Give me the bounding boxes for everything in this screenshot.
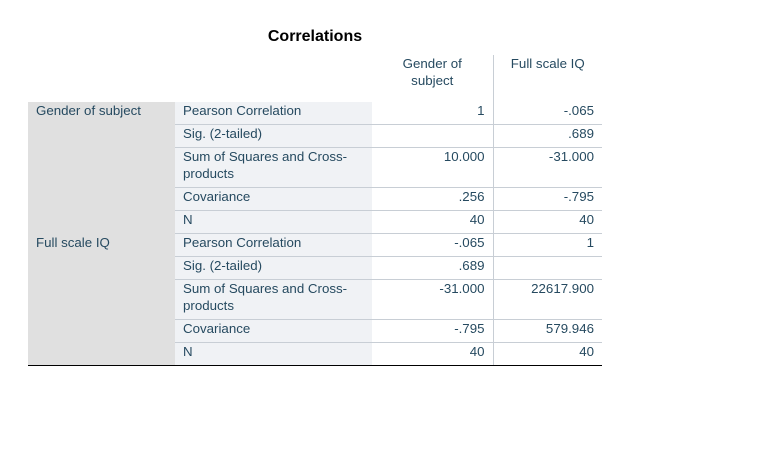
value-cell: .689 (372, 256, 493, 280)
table-row: Covariance -.795 579.946 (28, 319, 602, 343)
column-header-row: Gender of subject Full scale IQ (28, 55, 602, 102)
value-cell: 40 (492, 342, 602, 366)
stat-label: Covariance (175, 187, 372, 211)
table-title: Correlations (267, 28, 363, 45)
column-header-gender: Gender of subject (372, 55, 493, 102)
table-row: N 40 40 (28, 210, 602, 234)
value-cell: 1 (492, 233, 602, 257)
value-cell: 40 (372, 210, 493, 234)
table-row: Sig. (2-tailed) .689 (28, 256, 602, 280)
value-cell: .256 (372, 187, 493, 211)
value-cell: -.065 (372, 233, 493, 257)
stat-label: Sum of Squares and Cross-products (175, 147, 372, 188)
value-cell: 1 (372, 102, 493, 125)
value-cell: -.795 (372, 319, 493, 343)
corner-cell (28, 55, 175, 102)
value-cell: -.065 (492, 102, 602, 125)
value-cell: 40 (372, 342, 493, 366)
table-row: Sig. (2-tailed) .689 (28, 124, 602, 148)
stat-label: Sum of Squares and Cross-products (175, 279, 372, 320)
value-cell (492, 256, 602, 280)
value-cell: 579.946 (492, 319, 602, 343)
stat-label: Sig. (2-tailed) (175, 256, 372, 280)
table-row: N 40 40 (28, 342, 602, 366)
stat-label: N (175, 210, 372, 234)
table-row: Full scale IQ Pearson Correlation -.065 … (28, 233, 602, 366)
stat-label: Sig. (2-tailed) (175, 124, 372, 148)
value-cell: 22617.900 (492, 279, 602, 320)
corner-cell (175, 55, 372, 102)
value-cell: -31.000 (372, 279, 493, 320)
column-header-iq: Full scale IQ (492, 55, 602, 102)
value-cell: 10.000 (372, 147, 493, 188)
correlations-table: Gender of subject Full scale IQ Gender o… (28, 55, 602, 366)
value-cell: 40 (492, 210, 602, 234)
stat-label: N (175, 342, 372, 366)
stat-label: Covariance (175, 319, 372, 343)
value-cell (372, 124, 493, 148)
value-cell: -31.000 (492, 147, 602, 188)
table-row: Gender of subject Pearson Correlation 1 … (28, 102, 602, 234)
row-group-label-gender: Gender of subject (28, 102, 175, 234)
value-cell: .689 (492, 124, 602, 148)
table-row: Sum of Squares and Cross-products 10.000… (28, 147, 602, 188)
table-row: Covariance .256 -.795 (28, 187, 602, 211)
stat-label: Pearson Correlation (175, 233, 372, 257)
stat-label: Pearson Correlation (175, 102, 372, 125)
table-row: Sum of Squares and Cross-products -31.00… (28, 279, 602, 320)
value-cell: -.795 (492, 187, 602, 211)
row-group-label-iq: Full scale IQ (28, 233, 175, 366)
